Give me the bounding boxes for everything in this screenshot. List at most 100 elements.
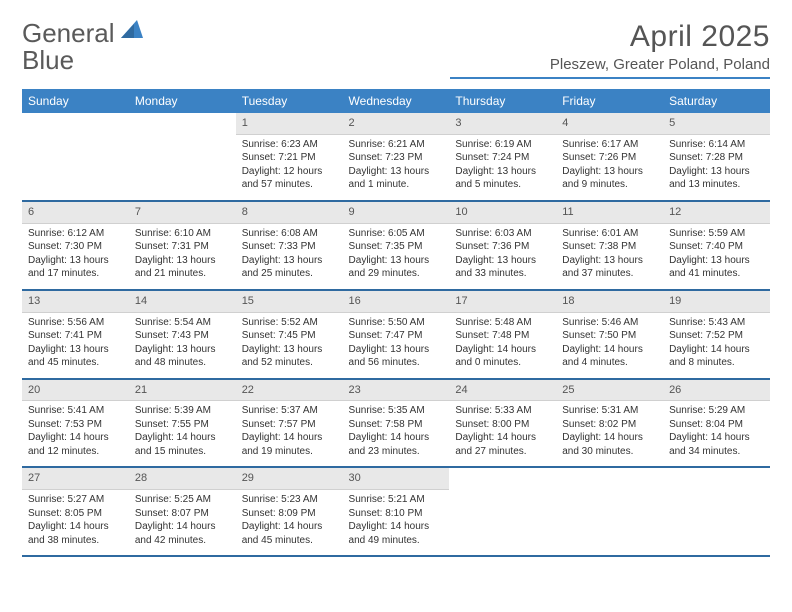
sunset-text: Sunset: 7:58 PM [349,418,444,432]
sunrise-text: Sunrise: 5:31 AM [562,404,657,418]
day2-text: and 27 minutes. [455,445,550,459]
day-number: 9 [343,201,450,223]
daynum-row: 27282930 [22,467,770,489]
day1-text: Daylight: 14 hours [669,431,764,445]
sunset-text: Sunset: 7:30 PM [28,240,123,254]
day1-text: Daylight: 13 hours [455,254,550,268]
empty-cell [556,467,663,489]
sunrise-text: Sunrise: 5:46 AM [562,316,657,330]
day-number: 10 [449,201,556,223]
day-number: 19 [663,290,770,312]
sunrise-text: Sunrise: 6:03 AM [455,227,550,241]
detail-row: Sunrise: 6:12 AMSunset: 7:30 PMDaylight:… [22,223,770,290]
sunset-text: Sunset: 7:23 PM [349,151,444,165]
day1-text: Daylight: 14 hours [242,431,337,445]
day-number: 22 [236,379,343,401]
day1-text: Daylight: 13 hours [242,254,337,268]
sunrise-text: Sunrise: 6:17 AM [562,138,657,152]
brand-part1: General [22,18,115,48]
sunset-text: Sunset: 8:02 PM [562,418,657,432]
day1-text: Daylight: 14 hours [562,431,657,445]
day-header: Monday [129,89,236,113]
sunset-text: Sunset: 8:10 PM [349,507,444,521]
day-number: 12 [663,201,770,223]
day1-text: Daylight: 14 hours [242,520,337,534]
empty-cell [663,490,770,557]
day-number: 7 [129,201,236,223]
sunrise-text: Sunrise: 6:10 AM [135,227,230,241]
day-details: Sunrise: 6:03 AMSunset: 7:36 PMDaylight:… [449,223,556,290]
day-details: Sunrise: 5:21 AMSunset: 8:10 PMDaylight:… [343,490,450,557]
day-number: 4 [556,113,663,134]
sunrise-text: Sunrise: 6:01 AM [562,227,657,241]
day1-text: Daylight: 13 hours [349,254,444,268]
day-details: Sunrise: 5:31 AMSunset: 8:02 PMDaylight:… [556,401,663,468]
day-number: 20 [22,379,129,401]
day-details: Sunrise: 5:43 AMSunset: 7:52 PMDaylight:… [663,312,770,379]
sunrise-text: Sunrise: 6:21 AM [349,138,444,152]
sunset-text: Sunset: 8:07 PM [135,507,230,521]
detail-row: Sunrise: 6:23 AMSunset: 7:21 PMDaylight:… [22,134,770,201]
brand-logo: General Blue [22,20,143,74]
day-number: 3 [449,113,556,134]
day-number: 2 [343,113,450,134]
sunrise-text: Sunrise: 5:39 AM [135,404,230,418]
day2-text: and 13 minutes. [669,178,764,192]
day1-text: Daylight: 13 hours [135,254,230,268]
daynum-row: 20212223242526 [22,379,770,401]
day1-text: Daylight: 14 hours [135,431,230,445]
detail-row: Sunrise: 5:41 AMSunset: 7:53 PM Daylight:… [22,401,770,468]
detail-row: Sunrise: 5:27 AMSunset: 8:05 PMDaylight:… [22,490,770,557]
sunrise-text: Sunrise: 6:14 AM [669,138,764,152]
day2-text: and 17 minutes. [28,267,123,281]
sunset-text: Sunset: 7:48 PM [455,329,550,343]
sunset-text: Sunset: 7:40 PM [669,240,764,254]
day1-text: Daylight: 14 hours [455,343,550,357]
sunrise-text: Sunrise: 5:54 AM [135,316,230,330]
day2-text: and 57 minutes. [242,178,337,192]
day2-text: and 48 minutes. [135,356,230,370]
day-number: 24 [449,379,556,401]
day-header: Tuesday [236,89,343,113]
empty-cell [449,490,556,557]
day2-text: and 37 minutes. [562,267,657,281]
day-details: Sunrise: 5:50 AMSunset: 7:47 PMDaylight:… [343,312,450,379]
sunset-text: Sunset: 8:00 PM [455,418,550,432]
day-number: 17 [449,290,556,312]
header: General Blue April 2025 Pleszew, Greater… [22,20,770,79]
sunrise-text: Sunrise: 5:25 AM [135,493,230,507]
location-text: Pleszew, Greater Poland, Poland [450,56,770,79]
calendar-header-row: SundayMondayTuesdayWednesdayThursdayFrid… [22,89,770,113]
day2-text: and 21 minutes. [135,267,230,281]
day1-text: Daylight: 12 hours [242,165,337,179]
sunrise-text: Sunrise: 5:41 AM [28,404,123,418]
logo-sail-icon [121,20,143,43]
daynum-row: 6789101112 [22,201,770,223]
sunrise-text: Sunrise: 5:33 AM [455,404,550,418]
calendar-table: SundayMondayTuesdayWednesdayThursdayFrid… [22,89,770,557]
day1-text: Daylight: 14 hours [28,520,123,534]
day-number: 25 [556,379,663,401]
day-details: Sunrise: 6:01 AMSunset: 7:38 PMDaylight:… [556,223,663,290]
day-number: 8 [236,201,343,223]
day-details: Sunrise: 5:46 AMSunset: 7:50 PMDaylight:… [556,312,663,379]
day2-text: and 5 minutes. [455,178,550,192]
sunset-text: Sunset: 8:04 PM [669,418,764,432]
day2-text: and 33 minutes. [455,267,550,281]
day-details: Sunrise: 5:41 AMSunset: 7:53 PMDaylight:… [22,401,129,468]
day-details: Sunrise: 6:19 AMSunset: 7:24 PMDaylight:… [449,134,556,201]
sunset-text: Sunset: 7:26 PM [562,151,657,165]
sunset-text: Sunset: 7:53 PM [28,418,123,432]
day-number: 14 [129,290,236,312]
day2-text: and 42 minutes. [135,534,230,548]
sunrise-text: Sunrise: 5:29 AM [669,404,764,418]
daynum-row: 13141516171819 [22,290,770,312]
day2-text: and 45 minutes. [28,356,123,370]
detail-row: Sunrise: 5:56 AMSunset: 7:41 PMDaylight:… [22,312,770,379]
day2-text: and 30 minutes. [562,445,657,459]
sunset-text: Sunset: 7:21 PM [242,151,337,165]
day-number: 11 [556,201,663,223]
day-details: Sunrise: 5:52 AMSunset: 7:45 PMDaylight:… [236,312,343,379]
day-header: Wednesday [343,89,450,113]
day2-text: and 45 minutes. [242,534,337,548]
